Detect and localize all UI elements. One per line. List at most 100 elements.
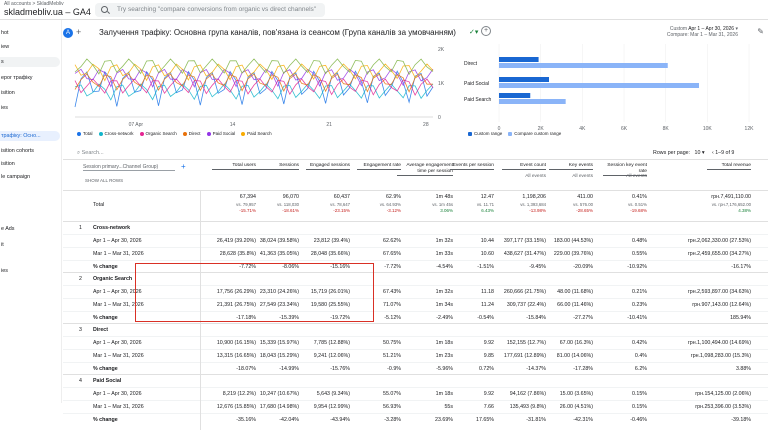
- cell-value: 1m 32s: [435, 238, 453, 244]
- add-comparison-icon[interactable]: +: [76, 27, 82, 37]
- cell-value: 66.00 (11.46%): [557, 302, 593, 308]
- sidebar-item[interactable]: hot: [0, 28, 60, 38]
- cell-value: 55.07%: [383, 391, 401, 397]
- sidebar-item[interactable]: epor трафіку: [0, 73, 60, 83]
- table-search-input[interactable]: ⌕ Search...: [77, 150, 104, 156]
- bar: [499, 77, 549, 82]
- cell-value: -39.18%: [731, 417, 751, 423]
- sidebar-item[interactable]: ies: [0, 266, 60, 276]
- edit-icon[interactable]: ✎: [757, 27, 764, 36]
- bar: [499, 57, 539, 62]
- cell-value: 50.75%: [383, 340, 401, 346]
- group-row: 2 Organic Search: [63, 272, 768, 284]
- total-change: -15.71%: [239, 208, 256, 213]
- column-subheader[interactable]: All events: [572, 174, 593, 179]
- charts-area: 0 1K 2K 07 Apr 14 21 28 0 2K 4K 6K 8K 10K 12K Direct P…: [74, 44, 754, 132]
- legend-item[interactable]: Organic Search: [139, 131, 177, 136]
- column-header[interactable]: Total users: [212, 163, 256, 170]
- cell-value: 6.2%: [634, 366, 647, 372]
- total-compare: vs. грн.7,176,652.00: [711, 202, 751, 207]
- sidebar-item[interactable]: le campaign: [0, 172, 60, 182]
- sidebar-item[interactable]: isition: [0, 159, 60, 169]
- series-line: [74, 68, 434, 88]
- group-name[interactable]: Organic Search: [93, 276, 133, 282]
- legend-label: Custom range: [474, 131, 503, 136]
- date-custom-label: Custom: [669, 26, 688, 32]
- sidebar-item[interactable]: iew: [0, 42, 60, 52]
- compare-range: Compare: Mar 1 – Mar 31, 2026: [666, 32, 738, 38]
- legend-swatch: [139, 131, 144, 136]
- add-dimension-icon[interactable]: +: [181, 162, 186, 171]
- total-change: -13.98%: [529, 208, 546, 213]
- cell-value: 94,162 (7.86%): [509, 391, 546, 397]
- pager-prev-icon[interactable]: ‹: [711, 150, 714, 156]
- sidebar-item[interactable]: it: [0, 240, 60, 250]
- cell-value: 28,628 (35.8%): [219, 251, 256, 257]
- group-name[interactable]: Direct: [93, 327, 109, 333]
- sidebar-item[interactable]: [0, 184, 60, 194]
- breadcrumb[interactable]: All accounts > SkladMebliv: [4, 1, 64, 7]
- legend-item[interactable]: Cross-network: [98, 131, 134, 136]
- sidebar-item[interactable]: трафіку: Осно...: [0, 131, 60, 141]
- sidebar-item[interactable]: isition: [0, 88, 60, 98]
- rows-per-page-label: Rows per page:: [653, 150, 691, 156]
- column-header[interactable]: Engaged sessions: [306, 163, 350, 170]
- legend-item[interactable]: Paid Search: [241, 131, 272, 136]
- column-header[interactable]: Total revenue: [707, 163, 751, 170]
- property-selector[interactable]: skladmebliv.ua – GA4: [4, 7, 91, 17]
- group-name[interactable]: Cross-network: [93, 225, 131, 231]
- total-value: 411.00: [577, 194, 593, 200]
- column-header[interactable]: Average engagement time per session: [397, 163, 453, 176]
- cell-value: 26,419 (39.20%): [216, 238, 256, 244]
- cell-value: 1m 18s: [435, 340, 453, 346]
- cell-value: грн.154,125.00 (2.06%): [695, 391, 751, 397]
- add-report-icon[interactable]: +: [481, 26, 491, 36]
- cell-value: 38,024 (39.58%): [259, 238, 299, 244]
- sidebar-item[interactable]: [0, 197, 60, 207]
- cell-value: 152,155 (12.7%): [506, 340, 546, 346]
- sidebar-item-label: ies: [1, 105, 8, 111]
- cell-value: -0.9%: [387, 366, 401, 372]
- column-header[interactable]: Key events: [549, 163, 593, 170]
- sidebar-item-label: трафіку: Осно...: [1, 133, 41, 139]
- line-chart: 0 1K 2K 07 Apr 14 21 28: [74, 47, 445, 128]
- total-compare: vs. 0.51%: [628, 202, 647, 207]
- cell-value: 48.00 (11.68%): [557, 289, 593, 295]
- column-header[interactable]: Events per session: [450, 163, 494, 170]
- group-name[interactable]: Paid Social: [93, 378, 122, 384]
- table-header-row: Session primary...Channel Group) + SHOW AL…: [63, 160, 768, 190]
- legend-item[interactable]: Custom range: [468, 131, 502, 136]
- legend-item[interactable]: Direct: [182, 131, 201, 136]
- table-row: % change -35.16% -42.04% -43.94% -3.28% 23.69…: [63, 413, 768, 426]
- check-circle-icon[interactable]: ✓▾: [469, 29, 479, 36]
- legend-swatch: [468, 131, 472, 136]
- column-subheader[interactable]: All events: [626, 174, 647, 179]
- sidebar-item[interactable]: ies: [0, 103, 60, 113]
- sidebar-item[interactable]: s: [0, 57, 60, 67]
- date-range-picker[interactable]: Custom Apr 1 – Apr 30, 2026 ▾ Compare: M…: [666, 26, 738, 38]
- column-header[interactable]: Session key event rate: [603, 163, 647, 176]
- cell-value: -1.51%: [477, 264, 494, 270]
- dimension-select[interactable]: Session primary...Channel Group): [83, 164, 175, 171]
- legend-item[interactable]: Compare custom range: [508, 131, 561, 136]
- legend-swatch: [98, 131, 103, 136]
- legend-swatch: [77, 131, 81, 136]
- column-header[interactable]: Sessions: [255, 163, 299, 170]
- column-subheader[interactable]: All events: [525, 174, 546, 179]
- show-all-rows-link[interactable]: SHOW ALL ROWS: [85, 178, 124, 183]
- cell-value: грн.1,098,283.00 (15.3%): [690, 353, 751, 359]
- sidebar-item[interactable]: e Ads: [0, 224, 60, 234]
- group-index: 3: [79, 327, 82, 333]
- column-header[interactable]: Event count: [502, 163, 546, 170]
- legend-item[interactable]: Total: [77, 131, 93, 136]
- avatar[interactable]: A: [63, 28, 73, 38]
- cell-value: 1m 34s: [435, 302, 453, 308]
- legend-label: Paid Search: [247, 131, 272, 136]
- search-input[interactable]: Try searching "compare conversions from …: [95, 3, 325, 17]
- sidebar-item[interactable]: isition cohorts: [0, 146, 60, 156]
- cell-value: 11.18: [481, 289, 494, 295]
- rows-per-page-select[interactable]: 10: [694, 150, 701, 156]
- column-header[interactable]: Engagement rate: [357, 163, 401, 170]
- row-label: Apr 1 – Apr 30, 2026: [93, 238, 142, 244]
- legend-item[interactable]: Paid Social: [206, 131, 235, 136]
